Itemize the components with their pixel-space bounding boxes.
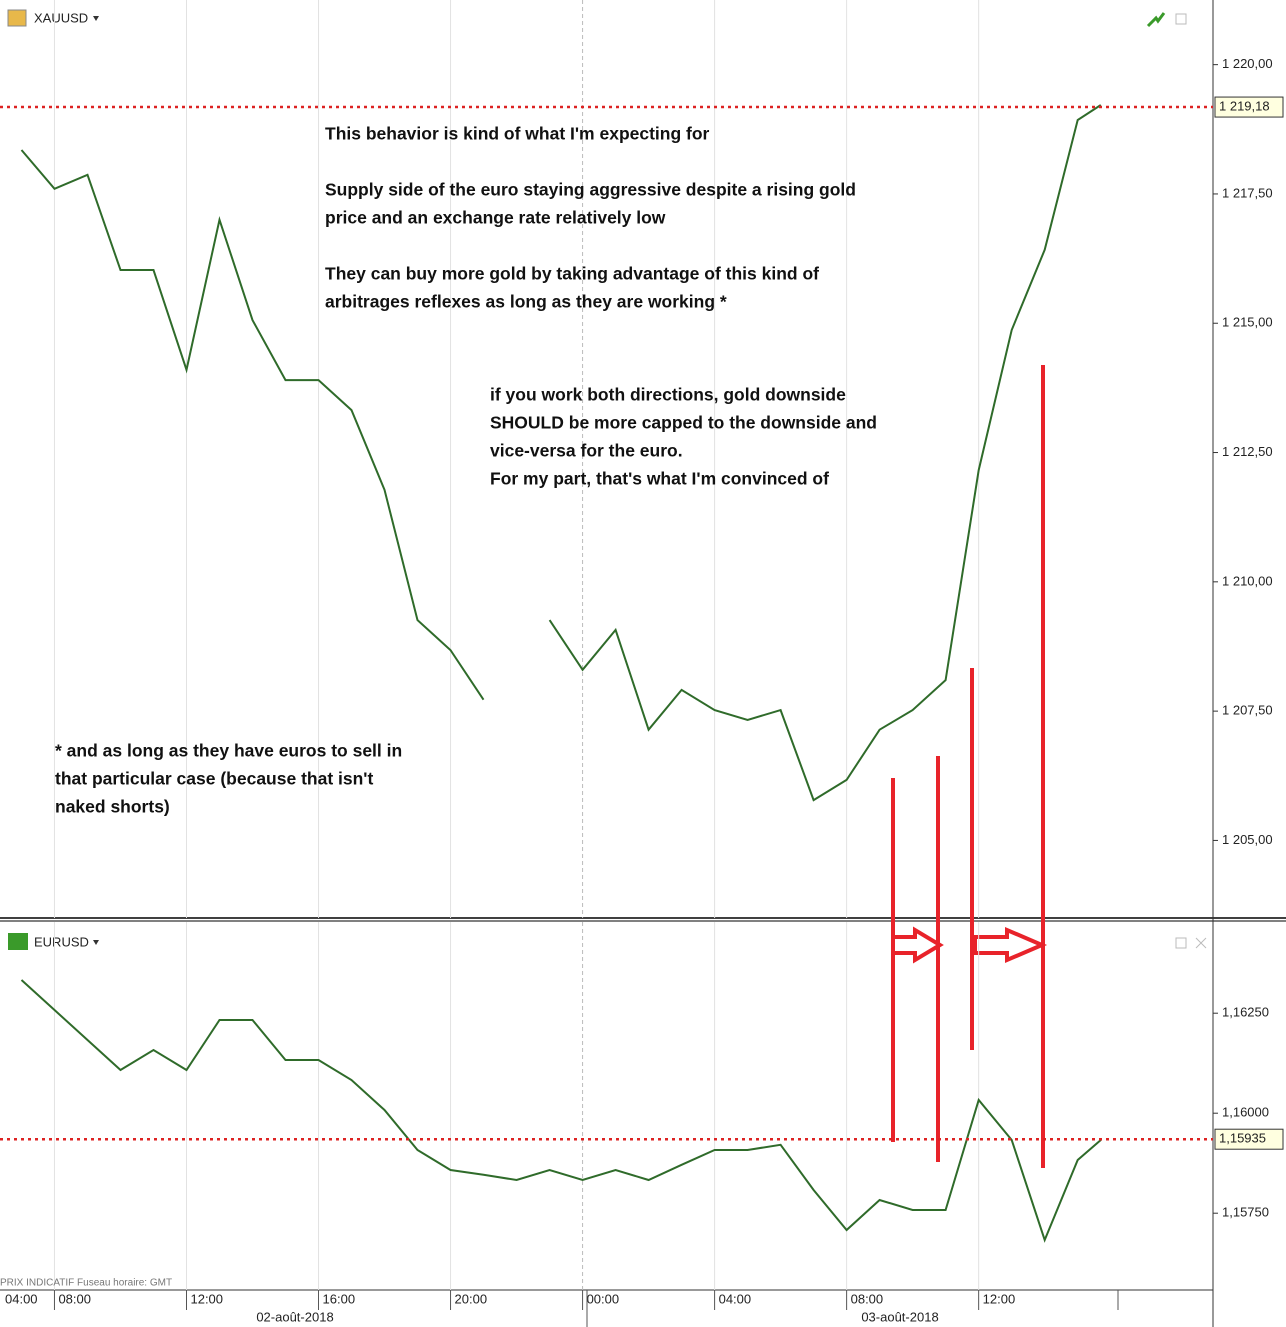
annotation: price and an exchange rate relatively lo…	[325, 208, 666, 228]
annotation: Supply side of the euro staying aggressi…	[325, 180, 856, 200]
reference-label: 1,15935	[1219, 1131, 1266, 1146]
y-tick-label: 1,16250	[1222, 1005, 1269, 1020]
close-icon[interactable]	[1195, 937, 1207, 949]
price-line	[20, 104, 1102, 802]
annotation: vice-versa for the euro.	[490, 441, 683, 461]
window-icon[interactable]	[1175, 937, 1187, 949]
y-tick-label: 1,16000	[1222, 1105, 1269, 1120]
annotation: SHOULD be more capped to the downside an…	[490, 413, 877, 433]
date-label: 02-août-2018	[256, 1309, 333, 1324]
y-tick-label: 1 205,00	[1222, 832, 1273, 847]
y-tick-label: 1 215,00	[1222, 315, 1273, 330]
x-tick-label: 08:00	[58, 1291, 91, 1306]
y-tick-label: 1 210,00	[1222, 573, 1273, 588]
annotation: For my part, that's what I'm convinced o…	[490, 469, 829, 489]
x-tick-label: 00:00	[587, 1291, 620, 1306]
annotation: naked shorts)	[55, 797, 170, 817]
y-tick-label: 1 212,50	[1222, 444, 1273, 459]
y-tick-label: 1,15750	[1222, 1205, 1269, 1220]
x-tick-label: 04:00	[5, 1291, 38, 1306]
x-tick-label: 12:00	[190, 1291, 223, 1306]
annotation: arbitrages reflexes as long as they are …	[325, 292, 727, 312]
x-tick-label: 16:00	[323, 1291, 356, 1306]
annotation: This behavior is kind of what I'm expect…	[325, 124, 710, 144]
dropdown-arrow[interactable]	[93, 16, 99, 21]
x-tick-label: 20:00	[455, 1291, 488, 1306]
price-line	[20, 979, 1102, 1243]
trend-icon[interactable]	[1146, 12, 1166, 28]
x-tick-label: 12:00	[983, 1291, 1016, 1306]
instrument-icon	[7, 9, 27, 27]
instrument-name[interactable]: EURUSD	[34, 934, 89, 949]
annotation: They can buy more gold by taking advanta…	[325, 264, 819, 284]
annotation: if you work both directions, gold downsi…	[490, 385, 846, 405]
annotation: that particular case (because that isn't	[55, 769, 373, 789]
x-tick-label: 08:00	[851, 1291, 884, 1306]
dropdown-arrow[interactable]	[93, 940, 99, 945]
annotation: * and as long as they have euros to sell…	[55, 741, 402, 761]
reference-label-box	[1214, 1128, 1284, 1150]
red-arrows	[891, 365, 1048, 1168]
reference-label: 1 219,18	[1219, 98, 1270, 113]
y-tick-label: 1 207,50	[1222, 703, 1273, 718]
window-icon[interactable]	[1175, 13, 1187, 25]
date-label: 03-août-2018	[861, 1309, 938, 1324]
instrument-icon	[8, 933, 28, 950]
y-tick-label: 1 220,00	[1222, 56, 1273, 71]
x-tick-label: 04:00	[719, 1291, 752, 1306]
footer: PRIX INDICATIF Fuseau horaire: GMT	[0, 1278, 172, 1289]
reference-label-box	[1214, 96, 1284, 118]
y-tick-label: 1 217,50	[1222, 185, 1273, 200]
instrument-name[interactable]: XAUUSD	[34, 10, 88, 25]
